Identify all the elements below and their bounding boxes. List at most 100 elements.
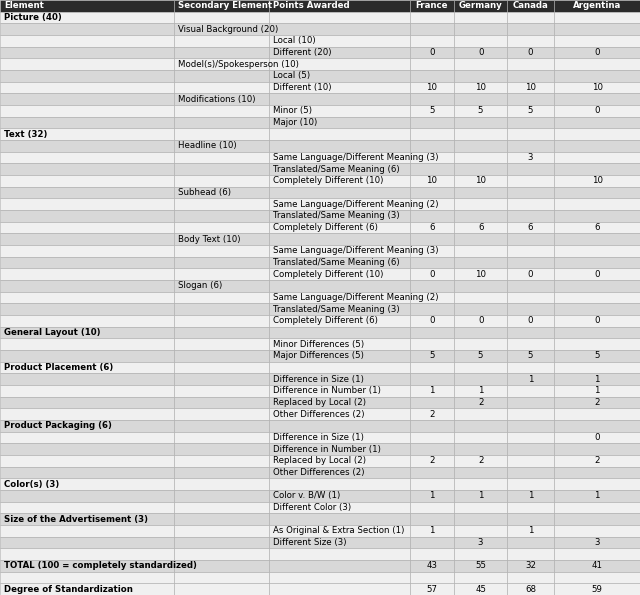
Bar [269, 339, 410, 350]
Bar [454, 455, 507, 466]
Bar [554, 478, 640, 490]
Bar [269, 222, 410, 233]
Bar [454, 397, 507, 408]
Bar [0, 315, 174, 327]
Bar [269, 490, 410, 502]
Bar [507, 0, 554, 12]
Bar [454, 12, 507, 23]
Bar [454, 549, 507, 560]
Bar [0, 431, 174, 443]
Text: 1: 1 [528, 375, 533, 384]
Bar [454, 478, 507, 490]
Bar [0, 35, 174, 46]
Text: Difference in Number (1): Difference in Number (1) [273, 386, 381, 395]
Bar [507, 315, 554, 327]
Bar [410, 140, 454, 152]
Bar [174, 23, 269, 35]
Bar [0, 572, 174, 583]
Bar [0, 420, 174, 431]
Text: 41: 41 [591, 561, 603, 571]
Bar [269, 303, 410, 315]
Bar [554, 140, 640, 152]
Bar [507, 152, 554, 164]
Bar [0, 70, 174, 82]
Bar [554, 70, 640, 82]
Bar [174, 233, 269, 245]
Text: Modifications (10): Modifications (10) [178, 95, 255, 104]
Bar [269, 46, 410, 58]
Bar [269, 256, 410, 268]
Text: 1: 1 [595, 386, 600, 395]
Bar [269, 431, 410, 443]
Bar [507, 35, 554, 46]
Bar [507, 490, 554, 502]
Bar [554, 513, 640, 525]
Bar [410, 385, 454, 397]
Bar [554, 129, 640, 140]
Bar [454, 339, 507, 350]
Bar [174, 303, 269, 315]
Text: 1: 1 [595, 491, 600, 500]
Bar [554, 46, 640, 58]
Bar [410, 572, 454, 583]
Bar [410, 560, 454, 572]
Text: Completely Different (6): Completely Different (6) [273, 317, 378, 325]
Bar [0, 362, 174, 373]
Text: 0: 0 [595, 317, 600, 325]
Bar [454, 443, 507, 455]
Bar [410, 315, 454, 327]
Bar [410, 537, 454, 549]
Bar [410, 549, 454, 560]
Text: 6: 6 [478, 223, 483, 232]
Bar [269, 12, 410, 23]
Text: Replaced by Local (2): Replaced by Local (2) [273, 456, 366, 465]
Bar [0, 233, 174, 245]
Text: 5: 5 [595, 351, 600, 361]
Text: 1: 1 [429, 491, 435, 500]
Bar [269, 93, 410, 105]
Bar [174, 350, 269, 362]
Text: Canada: Canada [513, 1, 548, 10]
Bar [174, 152, 269, 164]
Bar [174, 373, 269, 385]
Text: Product Packaging (6): Product Packaging (6) [4, 421, 112, 430]
Bar [174, 175, 269, 187]
Bar [269, 513, 410, 525]
Bar [0, 222, 174, 233]
Bar [454, 420, 507, 431]
Bar [507, 373, 554, 385]
Bar [410, 210, 454, 222]
Bar [174, 70, 269, 82]
Bar [269, 537, 410, 549]
Bar [0, 549, 174, 560]
Bar [410, 408, 454, 420]
Bar [507, 93, 554, 105]
Bar [507, 420, 554, 431]
Text: Minor (5): Minor (5) [273, 107, 312, 115]
Bar [454, 152, 507, 164]
Text: 10: 10 [525, 83, 536, 92]
Bar [454, 198, 507, 210]
Bar [269, 117, 410, 129]
Text: Completely Different (10): Completely Different (10) [273, 176, 383, 185]
Bar [269, 105, 410, 117]
Bar [507, 164, 554, 175]
Text: As Original & Extra Section (1): As Original & Extra Section (1) [273, 527, 404, 536]
Text: 0: 0 [429, 270, 435, 278]
Bar [269, 549, 410, 560]
Bar [507, 572, 554, 583]
Text: Local (5): Local (5) [273, 71, 310, 80]
Text: Same Language/Different Meaning (3): Same Language/Different Meaning (3) [273, 153, 438, 162]
Bar [174, 280, 269, 292]
Text: 5: 5 [429, 107, 435, 115]
Text: 32: 32 [525, 561, 536, 571]
Bar [554, 222, 640, 233]
Bar [454, 502, 507, 513]
Text: Minor Differences (5): Minor Differences (5) [273, 340, 364, 349]
Text: Visual Background (20): Visual Background (20) [178, 24, 278, 34]
Bar [554, 572, 640, 583]
Text: 1: 1 [528, 491, 533, 500]
Bar [554, 408, 640, 420]
Text: 6: 6 [528, 223, 533, 232]
Text: 2: 2 [595, 456, 600, 465]
